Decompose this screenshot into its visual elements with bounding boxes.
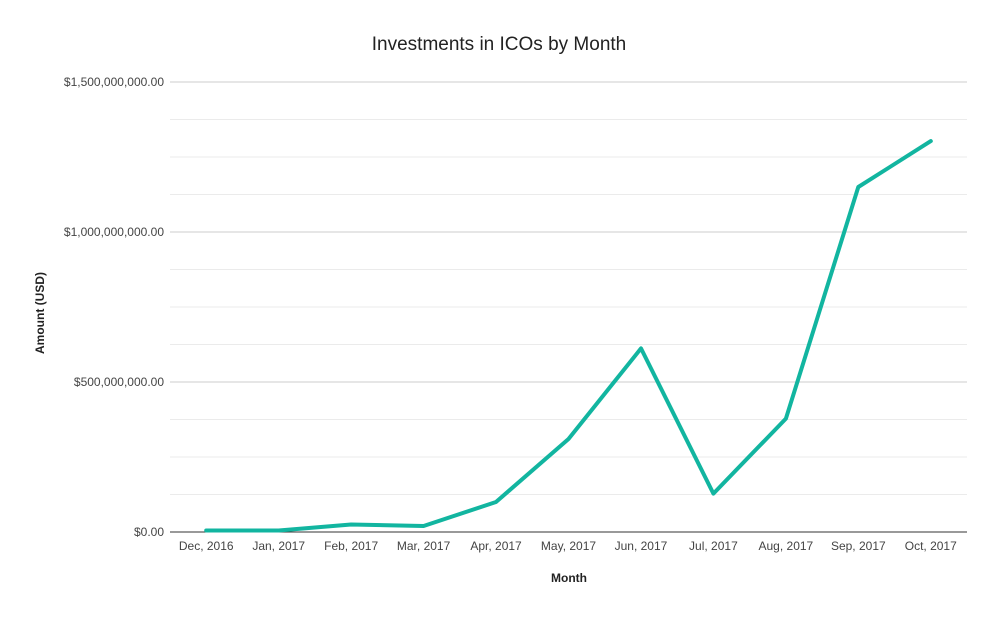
y-tick-label: $1,500,000,000.00 [64, 75, 164, 89]
x-tick-label: Feb, 2017 [324, 539, 378, 553]
x-axis-ticks: Dec, 2016 Jan, 2017 Feb, 2017 Mar, 2017 Apr,… [179, 539, 957, 553]
x-tick-label: Jun, 2017 [615, 539, 668, 553]
y-tick-label: $0.00 [134, 525, 164, 539]
series-line [204, 139, 933, 533]
series-layer [204, 139, 933, 533]
x-tick-label: Dec, 2016 [179, 539, 234, 553]
chart-title: Investments in ICOs by Month [372, 34, 627, 55]
x-tick-label: Sep, 2017 [831, 539, 886, 553]
y-axis-ticks: $0.00 $500,000,000.00 $1,000,000,000.00 $1,… [64, 75, 164, 539]
x-tick-label: Oct, 2017 [905, 539, 957, 553]
y-tick-label: $1,000,000,000.00 [64, 225, 164, 239]
x-tick-label: Jan, 2017 [252, 539, 305, 553]
x-tick-label: Jul, 2017 [689, 539, 738, 553]
x-tick-label: Apr, 2017 [470, 539, 522, 553]
y-axis-title: Amount (USD) [33, 272, 47, 354]
x-tick-label: Aug, 2017 [759, 539, 814, 553]
x-tick-label: Mar, 2017 [397, 539, 451, 553]
gridlines [170, 81, 967, 533]
x-axis-title: Month [551, 571, 587, 585]
y-tick-label: $500,000,000.00 [74, 375, 164, 389]
x-tick-label: May, 2017 [541, 539, 596, 553]
